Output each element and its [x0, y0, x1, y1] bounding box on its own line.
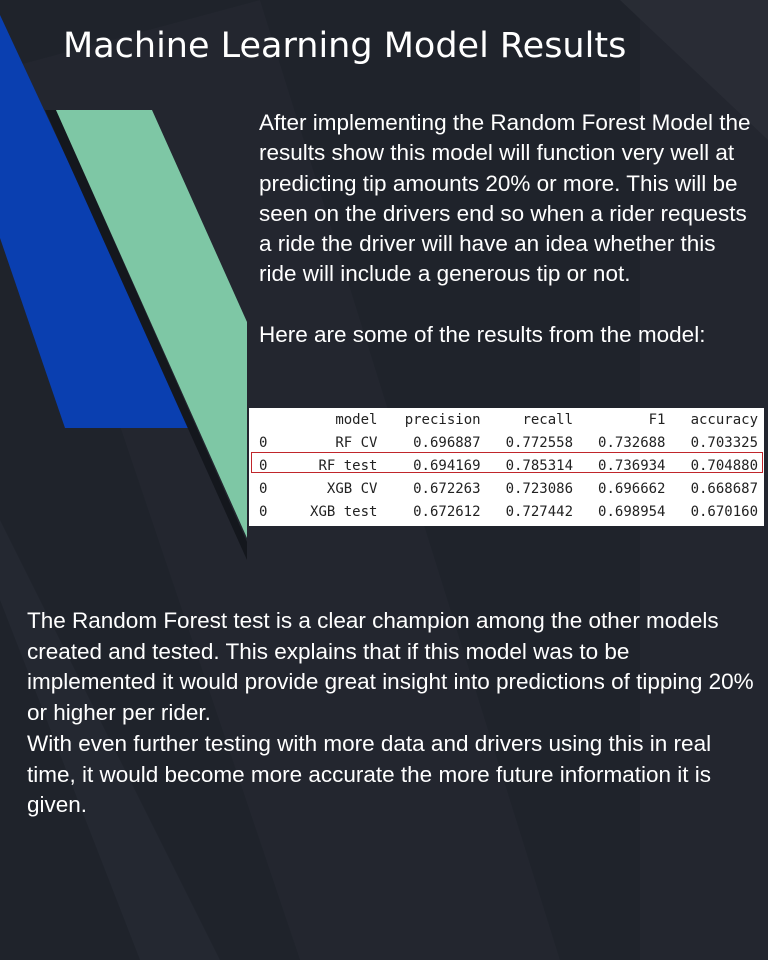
table-row-highlighted: 0 RF test 0.694169 0.785314 0.736934 0.7… — [249, 454, 764, 477]
table-row: 0 XGB test 0.672612 0.727442 0.698954 0.… — [249, 500, 764, 523]
conclusion-paragraph-2: With even further testing with more data… — [27, 729, 757, 821]
row-index-cell: 0 — [249, 500, 291, 523]
accuracy-cell: 0.670160 — [671, 500, 764, 523]
row-index-cell: 0 — [249, 477, 291, 500]
results-table: model precision recall F1 accuracy 0 RF … — [249, 408, 764, 526]
precision-cell: 0.672612 — [383, 500, 486, 523]
column-header-f1: F1 — [579, 408, 671, 431]
precision-cell: 0.694169 — [383, 454, 486, 477]
results-lead: Here are some of the results from the mo… — [259, 320, 759, 350]
precision-cell: 0.696887 — [383, 431, 486, 454]
f1-cell: 0.696662 — [579, 477, 671, 500]
accuracy-cell: 0.704880 — [671, 454, 764, 477]
column-header-accuracy: accuracy — [671, 408, 764, 431]
conclusion-paragraph-1: The Random Forest test is a clear champi… — [27, 606, 757, 729]
column-header-index — [249, 408, 291, 431]
table-row: 0 RF CV 0.696887 0.772558 0.732688 0.703… — [249, 431, 764, 454]
model-cell: XGB CV — [291, 477, 383, 500]
table-header-row: model precision recall F1 accuracy — [249, 408, 764, 431]
recall-cell: 0.785314 — [487, 454, 579, 477]
conclusion-text-block: The Random Forest test is a clear champi… — [27, 606, 757, 821]
model-cell: RF test — [291, 454, 383, 477]
intro-paragraph: After implementing the Random Forest Mod… — [259, 108, 759, 290]
accuracy-cell: 0.668687 — [671, 477, 764, 500]
column-header-recall: recall — [487, 408, 579, 431]
row-index-cell: 0 — [249, 454, 291, 477]
model-cell: RF CV — [291, 431, 383, 454]
f1-cell: 0.698954 — [579, 500, 671, 523]
recall-cell: 0.727442 — [487, 500, 579, 523]
column-header-precision: precision — [383, 408, 486, 431]
model-cell: XGB test — [291, 500, 383, 523]
slide-title: Machine Learning Model Results — [63, 24, 626, 68]
column-header-model: model — [291, 408, 383, 431]
intro-text-block: After implementing the Random Forest Mod… — [259, 108, 759, 350]
table-row: 0 XGB CV 0.672263 0.723086 0.696662 0.66… — [249, 477, 764, 500]
recall-cell: 0.772558 — [487, 431, 579, 454]
recall-cell: 0.723086 — [487, 477, 579, 500]
row-index-cell: 0 — [249, 431, 291, 454]
accuracy-cell: 0.703325 — [671, 431, 764, 454]
f1-cell: 0.732688 — [579, 431, 671, 454]
f1-cell: 0.736934 — [579, 454, 671, 477]
precision-cell: 0.672263 — [383, 477, 486, 500]
